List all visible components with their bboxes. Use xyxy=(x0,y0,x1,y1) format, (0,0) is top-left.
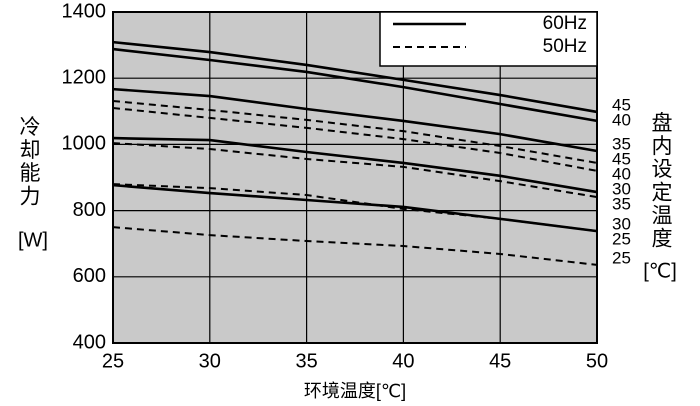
plot-frame xyxy=(112,11,598,344)
series-label: 45 xyxy=(612,95,631,114)
legend-label: 50Hz xyxy=(543,36,587,57)
y-tick-label: 1400 xyxy=(62,0,107,22)
series-label: 25 xyxy=(612,230,631,249)
grid xyxy=(112,11,598,344)
right-axis-title: 盘内设定温度 xyxy=(652,112,673,251)
y-tick-label: 800 xyxy=(73,199,106,221)
series-line xyxy=(112,40,598,114)
x-tick-label: 25 xyxy=(102,350,124,372)
y-tick-label: 400 xyxy=(73,331,106,353)
series-line xyxy=(112,100,598,164)
series-line xyxy=(112,87,598,153)
series-label: 30 xyxy=(612,180,631,199)
series-line xyxy=(112,136,598,194)
legend xyxy=(379,11,598,67)
x-tick-label: 35 xyxy=(295,350,317,372)
y-tick-label: 600 xyxy=(73,265,106,287)
y-tick-label: 1200 xyxy=(62,66,107,88)
series-line xyxy=(112,183,598,233)
lines xyxy=(112,40,598,266)
series-label: 35 xyxy=(612,195,631,214)
x-tick-label: 45 xyxy=(489,350,511,372)
x-tick-label: 30 xyxy=(199,350,221,372)
series-line xyxy=(112,106,598,172)
series-label: 40 xyxy=(612,165,631,184)
series-label: 40 xyxy=(612,110,631,129)
series-line xyxy=(112,226,598,266)
x-tick-label: 40 xyxy=(392,350,414,372)
y-axis-unit: [W] xyxy=(18,229,48,251)
series-label: 45 xyxy=(612,150,631,169)
series-label: 35 xyxy=(612,135,631,154)
x-axis-title: 环境温度[℃] xyxy=(304,381,406,401)
series-line xyxy=(112,47,598,123)
right-axis-unit: [℃] xyxy=(643,260,677,282)
series-label: 25 xyxy=(612,248,631,267)
series-line xyxy=(112,183,598,233)
y-tick-label: 1000 xyxy=(62,133,107,155)
legend-label: 60Hz xyxy=(543,13,587,34)
series-line xyxy=(112,142,598,199)
x-tick-label: 50 xyxy=(586,350,608,372)
y-axis-title: 冷却能力 xyxy=(20,116,41,208)
series-label: 30 xyxy=(612,215,631,234)
